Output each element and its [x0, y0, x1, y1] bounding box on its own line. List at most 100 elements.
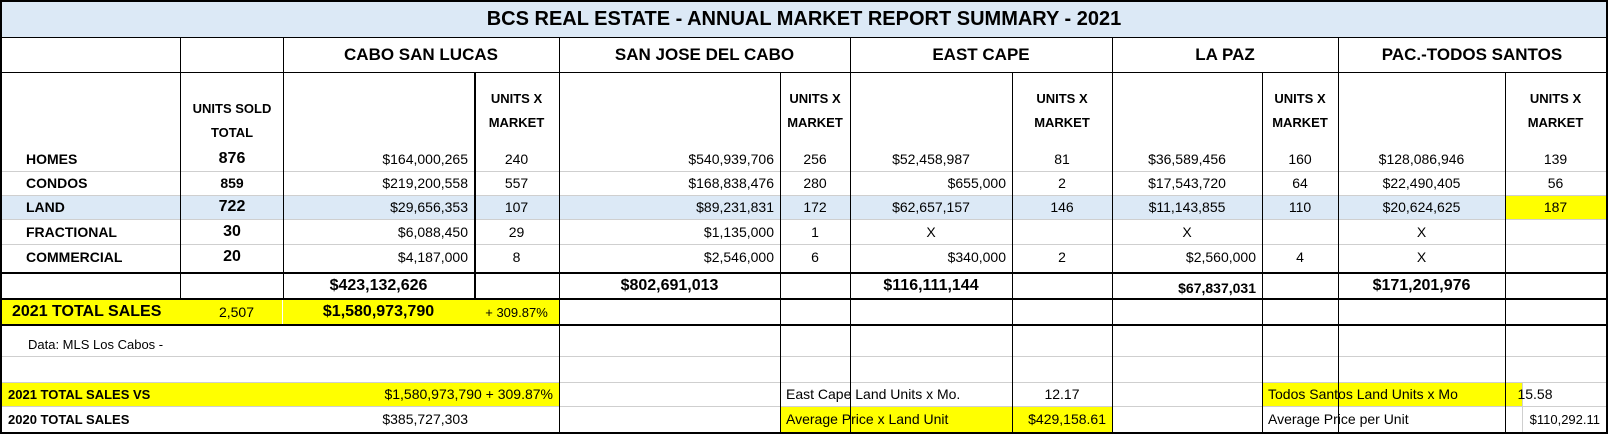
- homes-ec-units: 81: [1054, 151, 1070, 167]
- total-change-highlight: [474, 299, 559, 324]
- homes-ts-units: 139: [1543, 151, 1568, 167]
- land-ec-units: 146: [1050, 199, 1074, 215]
- condos-ec-units: 2: [1058, 175, 1066, 191]
- report-title: BCS REAL ESTATE - ANNUAL MARKET REPORT S…: [486, 8, 1122, 30]
- homes-csl-sales: $164,000,265: [382, 151, 468, 167]
- land-total: 722: [218, 198, 246, 215]
- east-cape-avg-value: $429,158.61: [1028, 411, 1106, 427]
- east-cape-units-value: 12.17: [1044, 386, 1080, 402]
- comparison-2020-value: $385,727,303: [382, 411, 468, 427]
- ts-units-x-market-header: UNITS X MARKET: [1527, 91, 1584, 130]
- land-ec-sales: $62,657,157: [892, 199, 970, 215]
- homes-lp-units: 160: [1288, 151, 1312, 167]
- csl-units-x-market-header: UNITS X MARKET: [488, 91, 545, 130]
- fractional-ts-sales: X: [1416, 223, 1427, 240]
- subtotal-lp: $67,837,031: [1178, 280, 1256, 296]
- total-sales-change: + 309.87%: [485, 304, 548, 320]
- market-header-todos-santos: PAC.-TODOS SANTOS: [1381, 45, 1563, 64]
- commercial-lp-sales: $2,560,000: [1185, 249, 1256, 265]
- total-sales-highlight: [1, 299, 282, 324]
- condos-csl-units: 557: [504, 175, 529, 191]
- condos-ts-units: 56: [1547, 175, 1564, 191]
- todos-santos-avg-value: $110,292.11: [1529, 411, 1600, 427]
- total-sales-label: 2021 TOTAL SALES: [12, 303, 162, 320]
- row-label-land: LAND: [26, 199, 65, 215]
- todos-santos-units-highlight: [1262, 382, 1522, 406]
- data-source-note: Data: MLS Los Cabos -: [28, 336, 164, 352]
- land-lp-sales: $11,143,855: [1148, 199, 1226, 215]
- fractional-lp-sales: X: [1182, 223, 1192, 240]
- condos-lp-units: 64: [1292, 175, 1308, 191]
- fractional-ec-sales: X: [926, 223, 936, 240]
- market-header-san-jose-del-cabo: SAN JOSE DEL CABO: [614, 45, 795, 64]
- homes-ts-sales: $128,086,946: [1378, 151, 1465, 167]
- subtotal-ts: $171,201,976: [1372, 277, 1471, 294]
- row-label-condos: CONDOS: [26, 175, 88, 191]
- fractional-total: 30: [223, 222, 241, 240]
- homes-ec-sales: $52,458,987: [892, 151, 970, 167]
- condos-sjc-units: 280: [803, 175, 827, 191]
- comparison-highlight: [1, 382, 559, 406]
- condos-ts-sales: $22,490,405: [1382, 175, 1461, 191]
- ts-land-units-highlight: [1505, 195, 1607, 219]
- todos-santos-units-value: 15.58: [1517, 386, 1553, 402]
- fractional-sjc-units: 1: [811, 223, 819, 240]
- subtotal-ec: $116,111,144: [883, 277, 979, 294]
- condos-ec-sales: $655,000: [947, 175, 1006, 191]
- homes-csl-units: 240: [504, 151, 529, 167]
- fractional-ts-units: [1505, 219, 1606, 244]
- fractional-sjc-sales: $1,135,000: [703, 223, 774, 240]
- east-cape-avg-highlight: [780, 406, 1112, 432]
- units-sold-total-header: UNITS SOLD TOTAL: [192, 101, 272, 140]
- land-csl-sales: $29,656,353: [390, 199, 468, 215]
- total-sales-amount: $1,580,973,790: [322, 303, 435, 320]
- land-sjc-sales: $89,231,831: [696, 199, 774, 215]
- commercial-sjc-sales: $2,546,000: [703, 249, 774, 265]
- fractional-lp-units: [1262, 219, 1338, 244]
- sjc-units-x-market-header: UNITS X MARKET: [787, 91, 843, 130]
- land-lp-units: 110: [1288, 199, 1312, 215]
- comparison-2020-label: 2020 TOTAL SALES: [8, 411, 130, 427]
- row-label-homes: HOMES: [26, 151, 78, 167]
- condos-lp-sales: $17,543,720: [1148, 175, 1226, 191]
- subtotal-sjc: $802,691,013: [620, 277, 719, 294]
- land-ts-sales: $20,624,625: [1382, 199, 1461, 215]
- todos-santos-avg-label: Average Price per Unit: [1268, 411, 1409, 427]
- east-cape-avg-label: Average Price x Land Unit: [786, 411, 949, 427]
- homes-lp-sales: $36,589,456: [1148, 151, 1226, 167]
- east-cape-units-label: East Cape Land Units x Mo.: [786, 386, 961, 402]
- condos-sjc-sales: $168,838,476: [688, 175, 774, 191]
- homes-sjc-sales: $540,939,706: [688, 151, 774, 167]
- total-sales-units: 2,507: [218, 304, 255, 320]
- commercial-ts-units: [1505, 244, 1606, 270]
- condos-total: 859: [220, 175, 244, 191]
- total-amount-highlight: [283, 299, 474, 324]
- fractional-csl-sales: $6,088,450: [397, 223, 468, 240]
- lp-units-x-market-header: UNITS X MARKET: [1272, 91, 1328, 130]
- row-label-commercial: COMMERCIAL: [26, 249, 123, 265]
- land-ts-units: 187: [1543, 199, 1568, 215]
- homes-total: 876: [218, 150, 246, 167]
- homes-sjc-units: 256: [803, 151, 827, 167]
- commercial-csl-sales: $4,187,000: [397, 249, 468, 265]
- ec-units-x-market-header: UNITS X MARKET: [1034, 91, 1090, 130]
- row-label-fractional: FRACTIONAL: [26, 223, 117, 240]
- land-csl-units: 107: [504, 199, 529, 215]
- commercial-sjc-units: 6: [811, 249, 819, 265]
- commercial-ts-sales: X: [1416, 249, 1427, 265]
- commercial-total: 20: [223, 248, 241, 265]
- fractional-csl-units: 29: [508, 223, 525, 240]
- market-header-cabo-san-lucas: CABO SAN LUCAS: [344, 45, 498, 64]
- fractional-ec-units: [1012, 219, 1112, 244]
- market-header-la-paz: LA PAZ: [1195, 45, 1255, 64]
- commercial-csl-units: 8: [512, 249, 521, 265]
- title-band: [1, 1, 1607, 37]
- comparison-2021-value: $1,580,973,790 + 309.87%: [384, 386, 553, 402]
- comparison-2021-label: 2021 TOTAL SALES VS: [8, 386, 151, 402]
- commercial-lp-units: 4: [1296, 249, 1304, 265]
- commercial-ec-sales: $340,000: [947, 249, 1006, 265]
- todos-santos-units-label: Todos Santos Land Units x Mo: [1268, 386, 1458, 402]
- subtotal-csl: $423,132,626: [329, 277, 428, 294]
- land-row-band: [1, 195, 1607, 219]
- commercial-ec-units: 2: [1058, 249, 1066, 265]
